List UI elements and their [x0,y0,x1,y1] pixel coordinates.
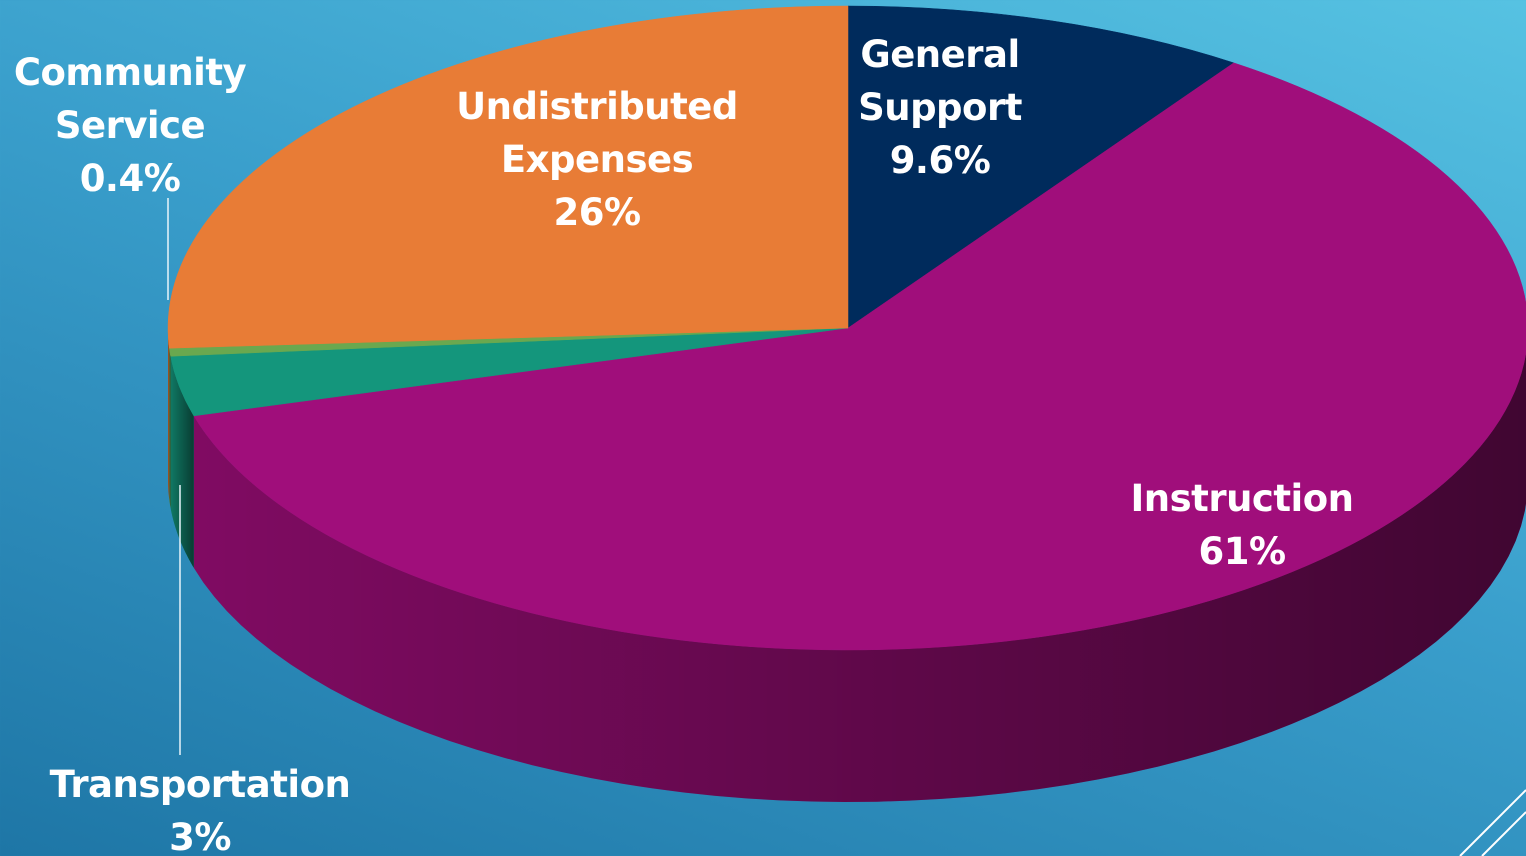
slice-side-shade [168,328,170,501]
category-label: General Support [858,33,1022,129]
slice [847,5,1235,329]
decoration [1481,811,1526,856]
slice-side-shade [170,356,194,568]
slice-side-shade [169,348,171,509]
data-label: Transportation 3% [0,758,400,856]
slice [193,62,1526,651]
category-label: Community Service [13,51,247,147]
data-label: Instruction 61% [1042,472,1442,578]
value-label: 0.4% [79,157,181,200]
slice [167,5,849,349]
data-label: Undistributed Expenses 26% [427,80,767,239]
category-label: Instruction [1130,477,1354,520]
value-label: 9.6% [889,139,991,182]
decoration [1459,789,1526,856]
value-label: 61% [1198,530,1286,573]
value-label: 3% [169,816,231,856]
category-label: Transportation [49,763,351,806]
value-label: 26% [553,191,641,234]
data-label: General Support 9.6% [830,28,1050,187]
pie [167,5,1526,802]
data-label: Community Service 0.4% [0,46,270,205]
category-label: Undistributed Expenses [456,85,738,181]
slice-side-shade [193,351,1526,802]
